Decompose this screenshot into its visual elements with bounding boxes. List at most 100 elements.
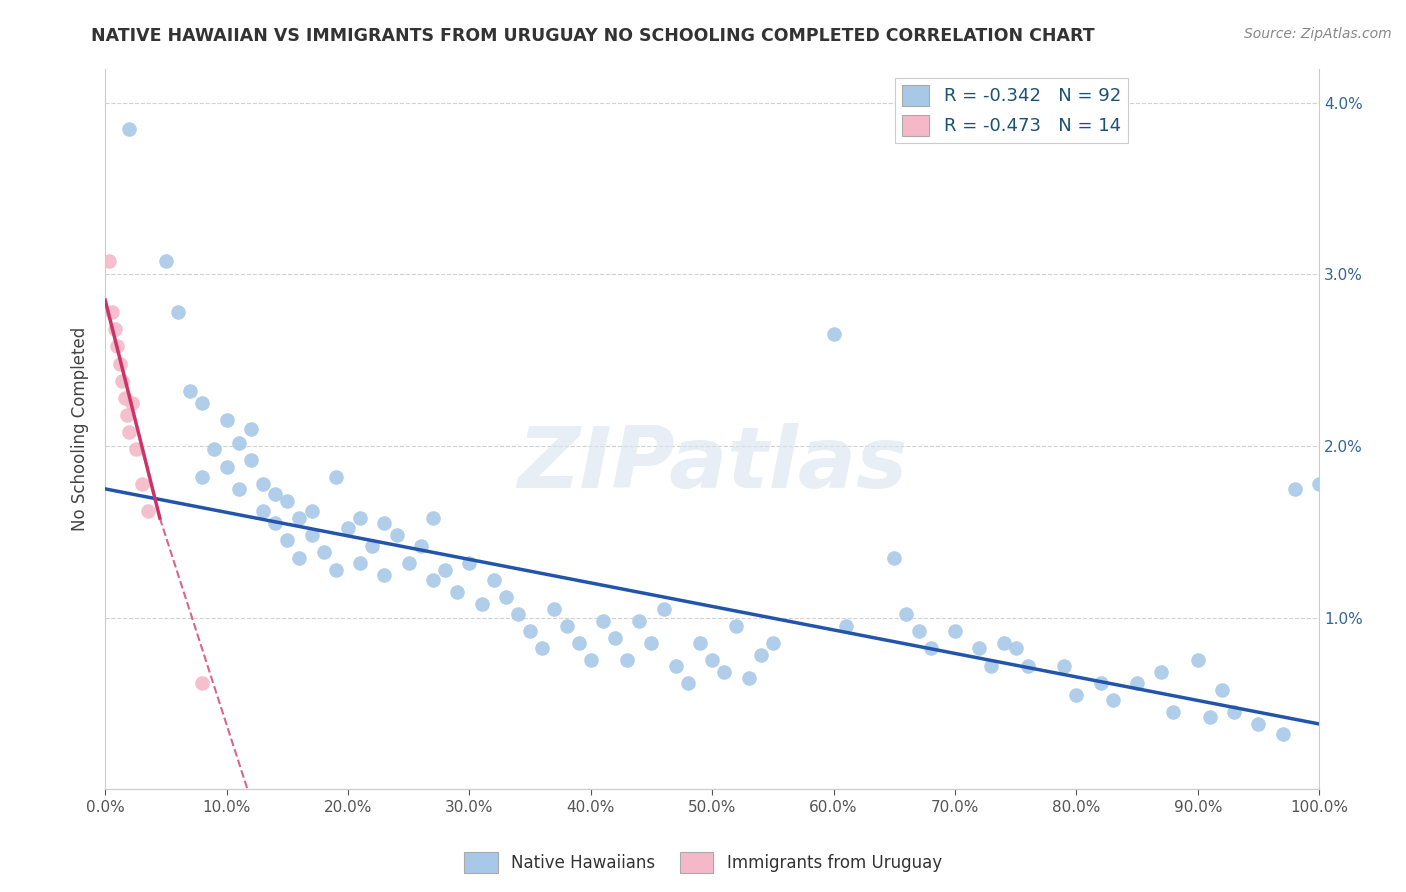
Point bbox=[1187, 653, 1209, 667]
Point bbox=[967, 641, 990, 656]
Point bbox=[288, 511, 311, 525]
Point bbox=[835, 619, 858, 633]
Point bbox=[325, 470, 347, 484]
Point bbox=[1284, 482, 1306, 496]
Point bbox=[1308, 476, 1330, 491]
Point bbox=[470, 597, 492, 611]
Point bbox=[543, 602, 565, 616]
Point bbox=[531, 641, 554, 656]
Point bbox=[1199, 710, 1222, 724]
Point bbox=[191, 675, 214, 690]
Point bbox=[458, 556, 481, 570]
Point bbox=[325, 562, 347, 576]
Point bbox=[725, 619, 748, 633]
Text: ZIPatlas: ZIPatlas bbox=[517, 424, 907, 507]
Point bbox=[1090, 675, 1112, 690]
Point bbox=[506, 607, 529, 621]
Point bbox=[215, 459, 238, 474]
Point bbox=[1004, 641, 1026, 656]
Point bbox=[555, 619, 578, 633]
Point bbox=[676, 675, 699, 690]
Point bbox=[409, 539, 432, 553]
Point bbox=[131, 476, 153, 491]
Point bbox=[603, 631, 626, 645]
Point bbox=[239, 452, 262, 467]
Point bbox=[943, 624, 966, 639]
Point bbox=[762, 636, 785, 650]
Point bbox=[907, 624, 929, 639]
Point bbox=[373, 567, 395, 582]
Point bbox=[215, 413, 238, 427]
Point bbox=[361, 539, 384, 553]
Point bbox=[97, 253, 120, 268]
Point bbox=[124, 442, 146, 457]
Point bbox=[1163, 705, 1185, 719]
Point bbox=[737, 671, 759, 685]
Point bbox=[579, 653, 602, 667]
Point bbox=[301, 504, 323, 518]
Point bbox=[422, 511, 444, 525]
Point bbox=[191, 396, 214, 410]
Legend: R = -0.342   N = 92, R = -0.473   N = 14: R = -0.342 N = 92, R = -0.473 N = 14 bbox=[894, 78, 1128, 143]
Text: Source: ZipAtlas.com: Source: ZipAtlas.com bbox=[1244, 27, 1392, 41]
Point bbox=[228, 482, 250, 496]
Point bbox=[1101, 693, 1123, 707]
Point bbox=[155, 253, 177, 268]
Point bbox=[191, 470, 214, 484]
Point bbox=[288, 550, 311, 565]
Text: NATIVE HAWAIIAN VS IMMIGRANTS FROM URUGUAY NO SCHOOLING COMPLETED CORRELATION CH: NATIVE HAWAIIAN VS IMMIGRANTS FROM URUGU… bbox=[91, 27, 1095, 45]
Point bbox=[628, 614, 651, 628]
Point bbox=[1053, 658, 1076, 673]
Point bbox=[108, 357, 131, 371]
Point bbox=[121, 396, 143, 410]
Point bbox=[312, 545, 335, 559]
Point bbox=[434, 562, 457, 576]
Point bbox=[993, 636, 1015, 650]
Point bbox=[349, 556, 371, 570]
Point bbox=[702, 653, 724, 667]
Point bbox=[920, 641, 942, 656]
Point bbox=[1271, 727, 1294, 741]
Legend: Native Hawaiians, Immigrants from Uruguay: Native Hawaiians, Immigrants from Urugua… bbox=[457, 846, 949, 880]
Point bbox=[114, 391, 136, 405]
Point bbox=[640, 636, 662, 650]
Point bbox=[276, 494, 298, 508]
Point bbox=[118, 121, 141, 136]
Point bbox=[118, 425, 141, 440]
Point bbox=[1211, 682, 1233, 697]
Point bbox=[896, 607, 918, 621]
Point bbox=[179, 384, 201, 398]
Point bbox=[519, 624, 541, 639]
Point bbox=[276, 533, 298, 548]
Point bbox=[115, 408, 138, 422]
Point bbox=[337, 521, 360, 535]
Point bbox=[592, 614, 614, 628]
Point bbox=[665, 658, 688, 673]
Point bbox=[136, 504, 159, 518]
Point bbox=[1247, 717, 1270, 731]
Point bbox=[373, 516, 395, 531]
Point bbox=[1150, 665, 1173, 680]
Point bbox=[228, 435, 250, 450]
Point bbox=[568, 636, 591, 650]
Point bbox=[167, 305, 190, 319]
Point bbox=[105, 339, 128, 353]
Point bbox=[422, 573, 444, 587]
Point bbox=[713, 665, 735, 680]
Point bbox=[980, 658, 1002, 673]
Point bbox=[1017, 658, 1039, 673]
Point bbox=[111, 374, 134, 388]
Point bbox=[482, 573, 505, 587]
Point bbox=[252, 476, 274, 491]
Point bbox=[301, 528, 323, 542]
Point bbox=[1126, 675, 1149, 690]
Point bbox=[398, 556, 420, 570]
Point bbox=[1223, 705, 1246, 719]
Point bbox=[264, 516, 287, 531]
Point bbox=[104, 322, 127, 336]
Point bbox=[349, 511, 371, 525]
Point bbox=[749, 648, 772, 663]
Point bbox=[252, 504, 274, 518]
Point bbox=[385, 528, 408, 542]
Y-axis label: No Schooling Completed: No Schooling Completed bbox=[72, 326, 89, 531]
